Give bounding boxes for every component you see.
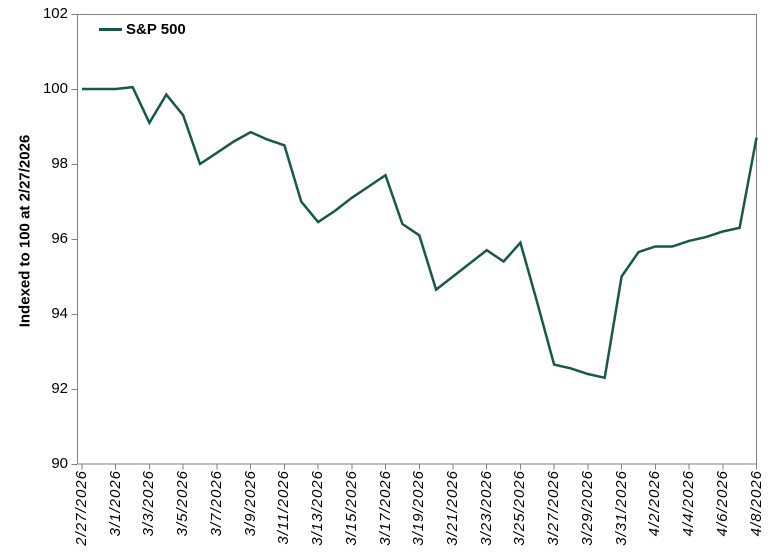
y-tick-label: 100	[42, 80, 68, 97]
legend-line-icon	[99, 28, 122, 31]
sp500-line	[82, 85, 758, 380]
x-tick-label: 3/3/2026	[140, 470, 158, 537]
x-tick-label: 3/11/2026	[275, 470, 293, 545]
x-tick-label: 4/8/2026	[747, 470, 765, 537]
x-tick-label: 3/15/2026	[342, 470, 360, 546]
y-tick-label: 90	[51, 455, 68, 472]
x-tick-label: 3/17/2026	[376, 470, 394, 546]
x-tick-label: 4/4/2026	[680, 470, 698, 537]
x-tick-label: 4/6/2026	[713, 470, 731, 537]
plot-border	[77, 14, 757, 465]
x-tick-label: 3/25/2026	[511, 470, 529, 546]
x-tick-label: 3/31/2026	[612, 470, 630, 546]
legend: S&P 500	[99, 21, 186, 38]
y-tick-label: 98	[51, 155, 68, 172]
x-tick-label: 3/13/2026	[309, 470, 327, 546]
x-tick-label: 3/7/2026	[207, 470, 225, 537]
x-tick-label: 3/19/2026	[410, 470, 428, 546]
legend-label: S&P 500	[126, 21, 186, 38]
y-tick-label: 96	[51, 230, 68, 247]
x-tick-label: 2/27/2026	[73, 470, 90, 546]
x-tick-label: 3/27/2026	[545, 470, 563, 546]
y-tick-label: 102	[42, 5, 68, 22]
x-axis-ticks	[81, 464, 757, 470]
x-tick-label: 3/9/2026	[241, 470, 259, 537]
x-tick-label: 3/21/2026	[443, 470, 461, 546]
y-axis-ticks	[71, 14, 77, 465]
x-tick-label: 3/1/2026	[106, 470, 124, 537]
x-tick-label: 4/2/2026	[646, 470, 664, 537]
x-tick-label: 3/23/2026	[477, 470, 495, 546]
y-tick-label: 94	[51, 305, 68, 322]
y-tick-label: 92	[51, 380, 68, 397]
x-tick-label: 3/29/2026	[578, 470, 596, 546]
x-tick-label: 3/5/2026	[174, 470, 192, 537]
